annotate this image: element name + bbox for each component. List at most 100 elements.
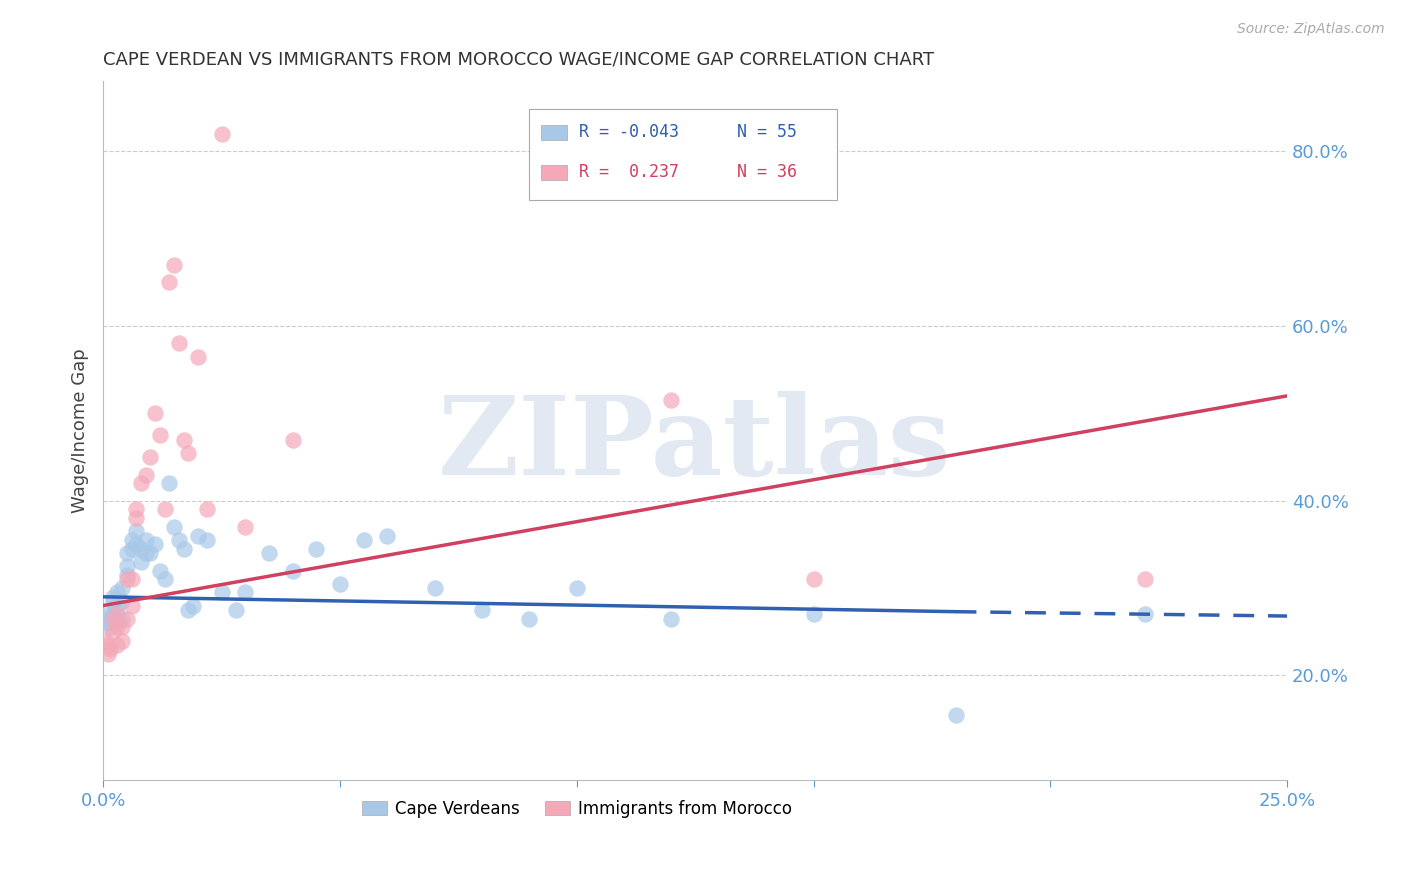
Point (135, 467, 157, 482)
Point (129, 476, 152, 491)
Point (167, 533, 190, 547)
Text: Source: ZipAtlas.com: Source: ZipAtlas.com (1237, 22, 1385, 37)
Point (105, 612, 128, 626)
Point (104, 603, 127, 617)
Point (233, 585, 256, 599)
Point (101, 624, 124, 639)
Point (565, 581, 588, 595)
Text: N = 55: N = 55 (737, 123, 797, 141)
Point (471, 603, 494, 617)
Point (135, 533, 157, 547)
Point (305, 541, 328, 556)
Point (115, 559, 138, 574)
Point (423, 581, 446, 595)
Point (101, 612, 124, 626)
Point (153, 502, 176, 516)
Point (211, 585, 233, 599)
Point (105, 615, 128, 630)
Point (149, 428, 172, 442)
Point (125, 511, 148, 525)
Point (105, 620, 128, 634)
Text: CAPE VERDEAN VS IMMIGRANTS FROM MOROCCO WAGE/INCOME GAP CORRELATION CHART: CAPE VERDEAN VS IMMIGRANTS FROM MOROCCO … (103, 51, 934, 69)
Point (257, 546, 280, 560)
Point (101, 590, 124, 604)
Legend: Cape Verdeans, Immigrants from Morocco: Cape Verdeans, Immigrants from Morocco (354, 793, 799, 824)
Point (111, 612, 134, 626)
Point (98, 642, 121, 657)
Point (281, 433, 304, 447)
Point (177, 445, 200, 459)
Point (187, 529, 209, 543)
Point (105, 599, 128, 613)
Point (159, 476, 181, 491)
Point (121, 541, 143, 556)
Point (149, 564, 172, 578)
Point (329, 576, 352, 591)
Point (1133, 572, 1156, 586)
Point (129, 541, 152, 556)
Point (661, 612, 683, 626)
Point (111, 581, 134, 595)
Point (101, 594, 124, 608)
Point (98, 620, 121, 634)
Point (153, 572, 176, 586)
Point (1133, 607, 1156, 622)
Point (94, 633, 117, 648)
Point (143, 406, 166, 420)
Point (129, 555, 152, 569)
Point (125, 524, 148, 539)
Point (661, 393, 683, 408)
Point (163, 520, 186, 534)
Point (101, 607, 124, 622)
Point (159, 275, 181, 289)
Text: ZIPatlas: ZIPatlas (439, 392, 952, 499)
Text: R = -0.043: R = -0.043 (579, 123, 679, 141)
Point (115, 568, 138, 582)
Point (803, 572, 825, 586)
Point (143, 537, 166, 551)
Point (167, 336, 190, 351)
Point (121, 533, 143, 547)
Y-axis label: Wage/Income Gap: Wage/Income Gap (72, 349, 89, 513)
Point (163, 258, 186, 272)
Point (97, 638, 120, 652)
Point (105, 585, 128, 599)
FancyBboxPatch shape (529, 110, 837, 200)
Point (187, 350, 209, 364)
Point (139, 546, 162, 560)
Point (139, 450, 162, 464)
Point (121, 572, 143, 586)
Point (281, 564, 304, 578)
Point (97, 647, 120, 661)
Point (111, 594, 134, 608)
Point (211, 127, 233, 141)
Point (353, 533, 375, 547)
Point (517, 612, 540, 626)
Point (125, 502, 148, 516)
Point (181, 599, 204, 613)
Point (111, 620, 134, 634)
Point (375, 529, 398, 543)
Point (177, 603, 200, 617)
Point (97, 607, 120, 622)
Point (195, 533, 218, 547)
Point (135, 546, 157, 560)
Point (115, 572, 138, 586)
Point (105, 607, 128, 622)
Point (233, 520, 256, 534)
Point (173, 433, 195, 447)
Text: R =  0.237: R = 0.237 (579, 163, 679, 181)
Point (125, 537, 148, 551)
Point (803, 607, 825, 622)
Point (115, 546, 138, 560)
Point (94, 612, 117, 626)
Point (225, 603, 247, 617)
Point (195, 502, 218, 516)
Point (97, 615, 120, 630)
Bar (541, 164, 567, 180)
Point (115, 612, 138, 626)
Point (173, 541, 195, 556)
Point (111, 633, 134, 648)
Point (945, 707, 967, 722)
Point (121, 599, 143, 613)
